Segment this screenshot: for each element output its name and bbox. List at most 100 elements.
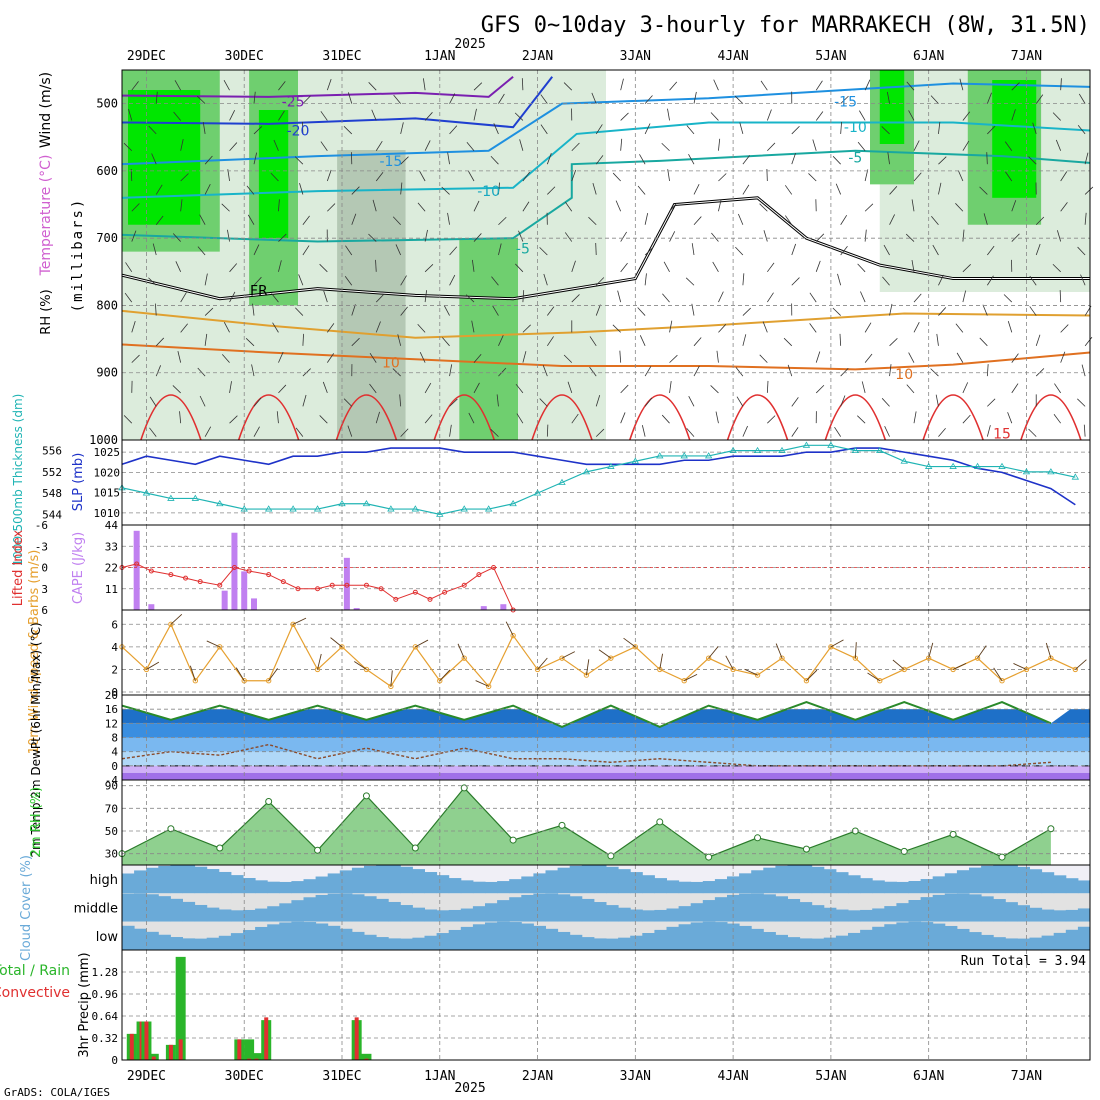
lifted-index-axis-label: Lifted Index <box>11 529 26 606</box>
wind-barb <box>718 138 721 151</box>
wind-barb <box>148 277 157 286</box>
wind-barb <box>620 138 623 151</box>
cloud-bar <box>279 903 292 922</box>
wind10-marker <box>143 666 150 673</box>
lifted-index-marker <box>280 579 286 585</box>
cloud-bar <box>122 925 135 950</box>
wind-barb <box>516 413 524 424</box>
wind-barb <box>253 397 262 407</box>
cloud-bar <box>763 894 776 922</box>
cloud-bar <box>1065 909 1079 922</box>
lifted-index-line <box>121 563 514 611</box>
isotherm-15-line <box>1020 394 1082 441</box>
cloud-bar <box>291 921 304 950</box>
wind10-barb <box>623 637 636 648</box>
cape-tick-label: 11 <box>105 583 118 596</box>
wind10-marker <box>363 666 370 673</box>
wind-barb <box>962 414 971 424</box>
cloud-bar <box>714 879 728 894</box>
precip-tick-label: 1.28 <box>92 966 119 979</box>
cloud-bar <box>255 880 268 894</box>
wind-barb <box>375 259 377 272</box>
wind-barb <box>397 334 402 346</box>
rh2m-tick-label: 50 <box>105 825 118 838</box>
wind-barb <box>620 112 629 121</box>
wind-barb <box>197 246 206 256</box>
wind-barb <box>1060 171 1068 182</box>
wind-barb <box>498 367 507 377</box>
wind10-barb <box>390 670 393 687</box>
cloud-bar <box>182 901 196 922</box>
wind-barb <box>179 411 182 424</box>
cloud-bar <box>364 934 377 950</box>
wind-barb <box>1077 398 1086 407</box>
cloud-bar <box>896 903 909 922</box>
wind10-marker <box>290 621 296 627</box>
wind-barb <box>766 292 774 303</box>
wind-barb <box>131 320 136 333</box>
wind-barb <box>278 199 280 212</box>
wind-barb <box>131 230 137 242</box>
cloud-bar <box>485 903 498 922</box>
wind-barb <box>131 81 139 91</box>
wind-barb <box>691 243 695 256</box>
cloud-bar <box>460 926 474 950</box>
wind-barb <box>221 354 230 363</box>
footer-credit: GrADS: COLA/IGES <box>4 1086 110 1099</box>
cloud-bar <box>1077 880 1091 894</box>
wind-barb <box>417 202 426 212</box>
wind-barb <box>540 94 548 104</box>
wind-barb <box>834 426 842 437</box>
date-label-bottom: 6JAN <box>913 1069 944 1084</box>
wind-barb <box>661 414 670 424</box>
wind10-marker <box>461 655 467 661</box>
wind-barb <box>1056 230 1062 242</box>
cloud-bar <box>436 910 450 922</box>
precip-total-bar <box>361 1053 372 1060</box>
wind-barb <box>1028 428 1037 437</box>
wind-barb <box>369 352 377 363</box>
wind-barb <box>202 122 206 134</box>
wind10-speed-line <box>121 622 1076 688</box>
thickness-marker <box>802 441 811 448</box>
wind-barb <box>327 353 335 363</box>
cape-tick-label: 22 <box>105 562 118 575</box>
wind-barb <box>253 126 263 135</box>
wind-barb <box>1003 294 1013 303</box>
cloud-bar <box>497 900 510 922</box>
wind-barb <box>449 246 458 256</box>
cloud-bar <box>388 938 401 950</box>
cloud-bar <box>860 909 873 922</box>
wind-barb <box>400 306 408 316</box>
wind-barb <box>1035 334 1041 346</box>
wind10-marker <box>437 678 443 684</box>
cloud-level-label: low <box>96 930 119 945</box>
isotherm-label: -10 <box>477 184 500 200</box>
wind-barb <box>571 294 580 303</box>
precip-convective-bar <box>364 1058 369 1060</box>
wind-barb <box>449 398 458 407</box>
wind-barb <box>686 428 695 437</box>
wind-barb <box>473 382 480 394</box>
cloud-bar <box>497 881 510 894</box>
cloud-bar <box>1053 910 1067 922</box>
thickness-line <box>121 444 1076 515</box>
wind-barb <box>1007 412 1013 424</box>
cloud-bar <box>727 876 740 894</box>
wind10-barb <box>1045 642 1052 659</box>
cloud-bar <box>170 865 183 894</box>
cloud-axis-label: Cloud Cover (%) <box>19 855 34 961</box>
wind-barb <box>962 382 969 394</box>
cloud-bar <box>1017 866 1030 894</box>
wind10-marker <box>1072 666 1079 673</box>
cloud-bar <box>690 903 704 922</box>
wind-barb <box>1054 383 1061 394</box>
wind-barb <box>815 260 821 272</box>
wind10-marker <box>412 644 419 650</box>
wind-barb <box>662 293 670 303</box>
wind-barb <box>368 82 377 91</box>
precip-run-total: Run Total = 3.94 <box>961 954 1086 969</box>
cloud-bar <box>981 934 994 950</box>
wind-barb <box>688 395 695 407</box>
cloud-bar <box>581 898 595 922</box>
